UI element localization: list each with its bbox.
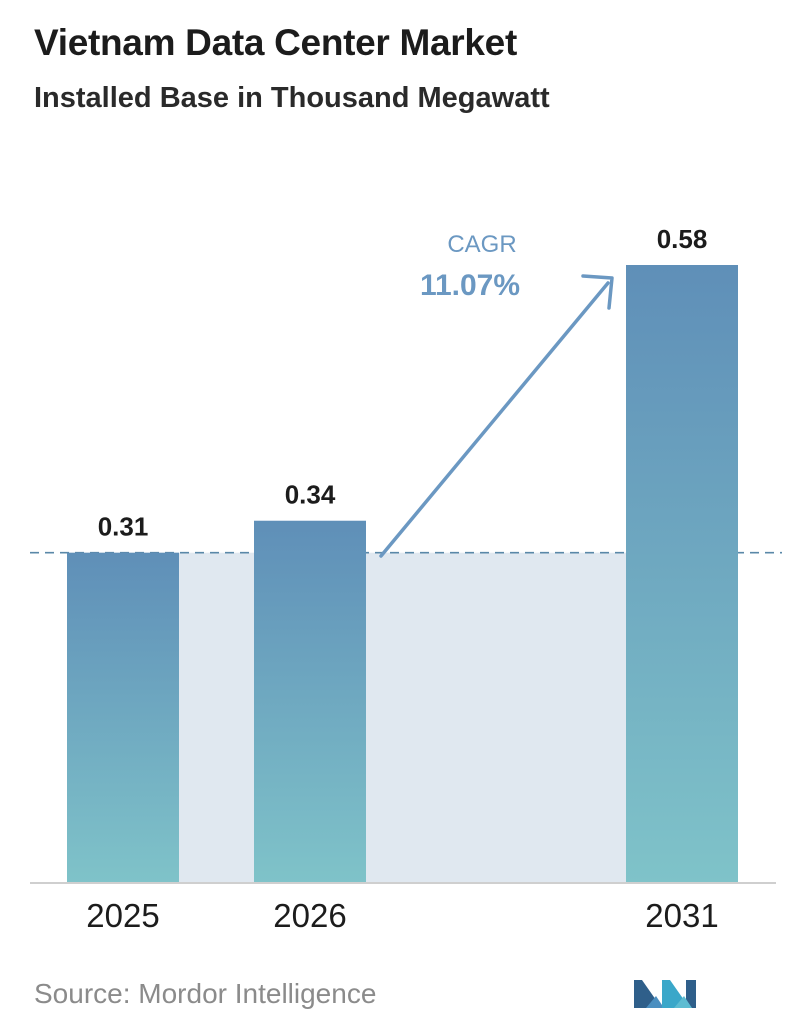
chart-title: Vietnam Data Center Market xyxy=(34,22,517,63)
x-tick-label-2031: 2031 xyxy=(645,897,718,934)
cagr-arrow xyxy=(379,281,610,558)
data-label-2031: 0.58 xyxy=(657,224,708,254)
bar-2026 xyxy=(254,520,366,883)
cagr-arrow-head xyxy=(581,274,614,310)
mordor-intelligence-logo-icon xyxy=(634,980,696,1008)
data-label-2026: 0.34 xyxy=(285,480,336,510)
cagr-label: CAGR xyxy=(447,231,516,258)
source-text: Source: Mordor Intelligence xyxy=(34,978,377,1009)
x-tick-label-2026: 2026 xyxy=(273,897,346,934)
cagr-value: 11.07% xyxy=(420,269,520,302)
bar-2025 xyxy=(67,552,179,883)
x-tick-label-2025: 2025 xyxy=(86,897,159,934)
chart-subtitle: Installed Base in Thousand Megawatt xyxy=(34,82,550,114)
bar-chart: 0.31 0.34 0.58 2025 2026 2031 CAGR 11.07% xyxy=(30,224,782,934)
data-label-2025: 0.31 xyxy=(98,512,149,542)
bar-2031 xyxy=(626,265,738,883)
